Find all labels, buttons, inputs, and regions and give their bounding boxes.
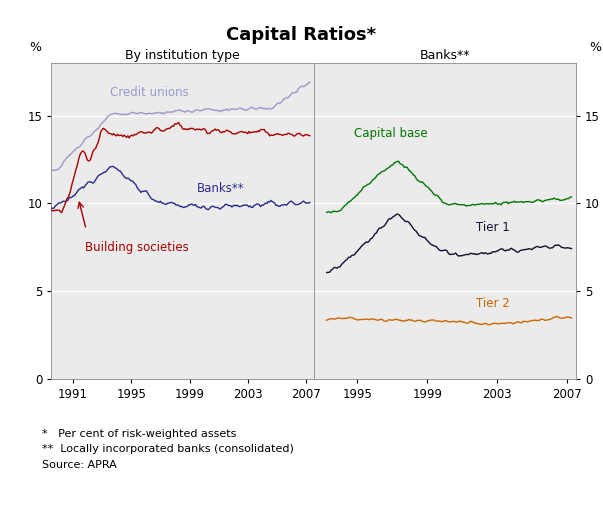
- Title: Banks**: Banks**: [420, 49, 470, 62]
- Text: Capital Ratios*: Capital Ratios*: [227, 26, 376, 44]
- Text: Tier 1: Tier 1: [476, 221, 510, 235]
- Text: %: %: [29, 41, 41, 54]
- Text: Source: APRA: Source: APRA: [42, 460, 117, 470]
- Text: **  Locally incorporated banks (consolidated): ** Locally incorporated banks (consolida…: [42, 444, 294, 454]
- Title: By institution type: By institution type: [125, 49, 240, 62]
- Text: Capital base: Capital base: [354, 127, 428, 140]
- Text: *   Per cent of risk-weighted assets: * Per cent of risk-weighted assets: [42, 429, 236, 439]
- Text: Banks**: Banks**: [197, 182, 245, 195]
- Text: %: %: [589, 41, 601, 54]
- Text: Credit unions: Credit unions: [110, 86, 188, 99]
- Text: Tier 2: Tier 2: [476, 297, 510, 310]
- Text: Building societies: Building societies: [85, 241, 189, 254]
